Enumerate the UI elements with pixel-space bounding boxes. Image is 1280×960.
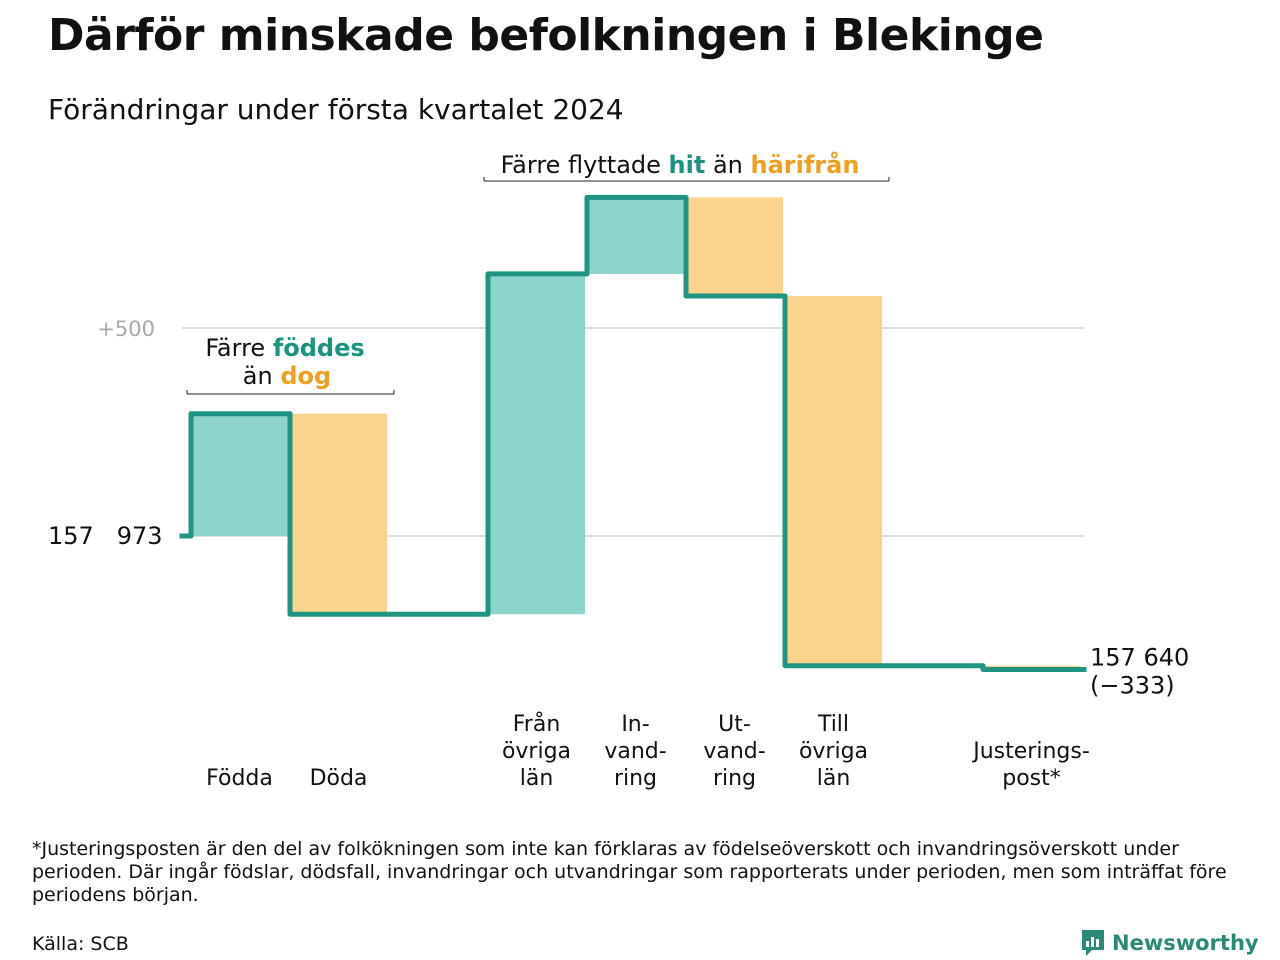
x-category-label-line: vand-: [703, 739, 765, 764]
bar-ut-vandring: [686, 197, 783, 296]
bar-döda: [290, 413, 387, 615]
x-category-label-line: övriga: [502, 739, 571, 764]
x-category-label-line: ring: [614, 766, 657, 791]
x-category-label-line: län: [520, 766, 554, 791]
annotation-part-orange: härifrån: [751, 150, 860, 179]
migration-annotation: Färre flyttade hit än härifrån: [501, 150, 860, 179]
x-category-label-line: övriga: [799, 739, 868, 764]
bar-födda: [191, 413, 288, 536]
brand-name: Newsworthy: [1112, 931, 1259, 955]
x-category-label: Ut-vand-ring: [703, 712, 765, 791]
x-category-label: Döda: [310, 766, 368, 791]
annotation-part-teal: föddes: [273, 334, 365, 362]
annotation-part-plain: Färre flyttade: [501, 151, 669, 179]
brand-logo: Newsworthy: [1080, 928, 1259, 958]
x-category-label-line: Justerings-: [971, 739, 1090, 764]
x-category-label-line: Ut-: [718, 712, 751, 737]
bar-från-övriga-län: [488, 273, 585, 615]
y-tick-label: +500: [97, 317, 155, 341]
newsworthy-logo-icon: [1082, 930, 1104, 956]
footnote: *Justeringsposten är den del av folkökni…: [32, 838, 1227, 906]
x-category-label-line: län: [817, 766, 851, 791]
chart-title: Därför minskade befolkningen i Blekinge: [48, 10, 1044, 61]
x-category-label-line: vand-: [604, 739, 666, 764]
annotation-part-plain: än: [705, 151, 750, 179]
x-category-label-line: Födda: [206, 766, 273, 791]
x-category-label-line: ring: [713, 766, 756, 791]
end-value-label: 157 640: [1090, 644, 1189, 672]
x-category-label-line: Från: [513, 711, 561, 737]
bar-till-övriga-län: [785, 295, 882, 666]
annotation-part-plain: Färre: [205, 334, 273, 362]
births-annotation-line1: Färre föddes: [205, 334, 364, 362]
annotation-part-teal: hit: [669, 151, 706, 179]
line-layer: [179, 194, 1087, 673]
start-value-label: 157 973: [48, 522, 163, 550]
x-category-label: Födda: [206, 766, 273, 791]
x-category-label-line: Till: [817, 712, 849, 737]
x-category-label: Till övriga län: [799, 712, 868, 791]
x-category-label-line: In-: [621, 712, 649, 737]
x-category-label: Från övriga län: [502, 711, 571, 791]
x-category-label: In-vand-ring: [604, 712, 666, 791]
bar-layer: [191, 197, 1080, 670]
bar-in-vandring: [587, 197, 684, 274]
births-annotation-line2: än dog: [243, 362, 331, 390]
end-change-label: (−333): [1090, 672, 1175, 700]
annotation-part-orange: dog: [280, 362, 331, 390]
cumulative-step-line: [179, 194, 1087, 673]
x-category-label-line: Döda: [310, 766, 368, 791]
x-category-label-line: post*: [1002, 766, 1061, 791]
chart-subtitle: Förändringar under första kvartalet 2024: [48, 93, 624, 126]
source-label: Källa: SCB: [32, 933, 129, 955]
x-category-label: Justerings-post*: [971, 739, 1090, 791]
annotation-part-plain: än: [243, 362, 281, 390]
